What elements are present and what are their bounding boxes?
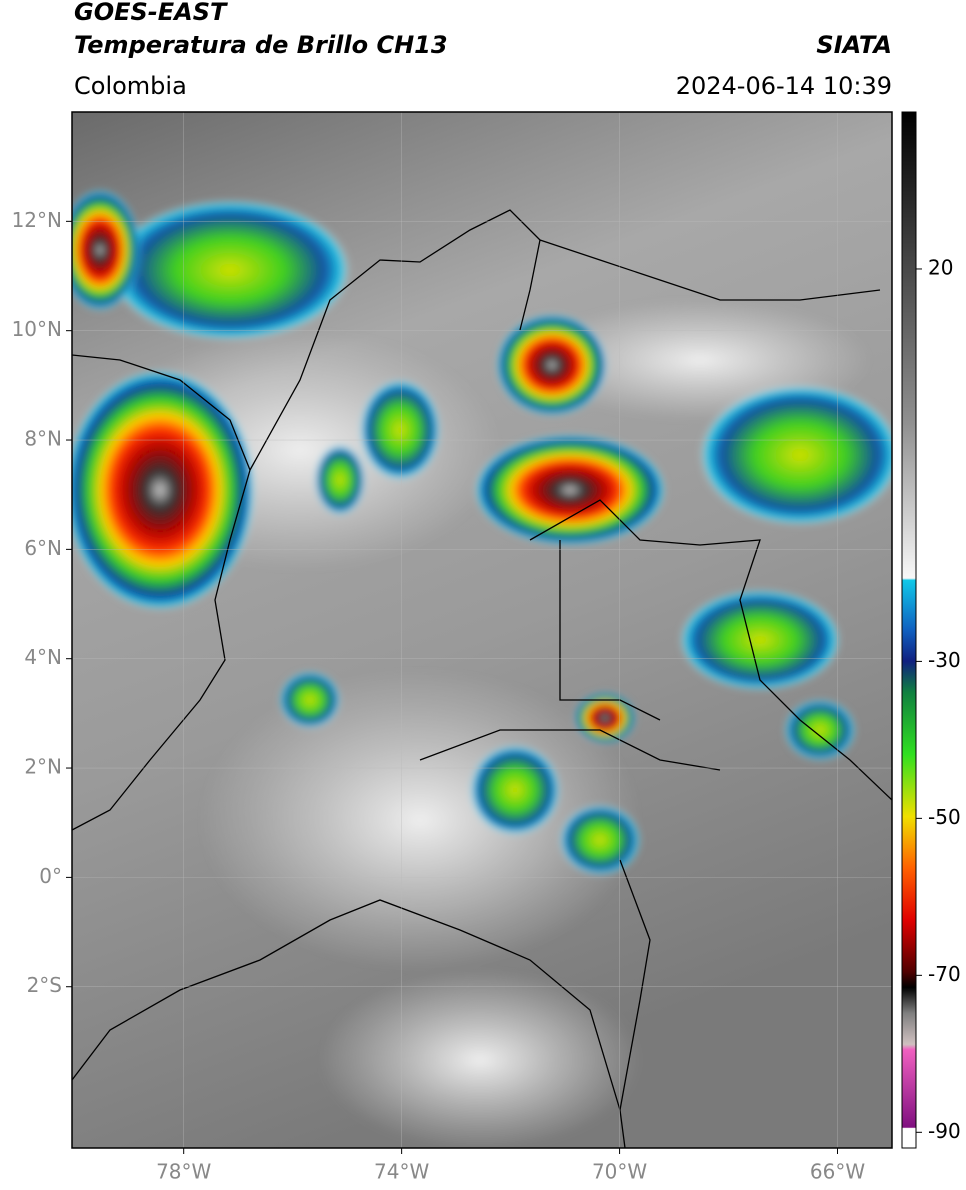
colorbar-tick-label: -90 (928, 1119, 961, 1143)
map-frame (71, 111, 893, 1149)
y-tick-label: 2°N (24, 755, 62, 779)
colorbar-tick-label: -30 (928, 648, 961, 672)
y-tick-label: 6°N (24, 536, 62, 560)
title: GOES-EAST (74, 0, 228, 26)
y-tick-label: 12°N (12, 208, 62, 232)
satellite-image (72, 112, 892, 1148)
x-tick-label: 70°W (592, 1160, 647, 1184)
colorbar-tick-label: 20 (928, 255, 953, 279)
y-tick-label: 8°N (24, 427, 62, 451)
colorbar-tick-label: -70 (928, 962, 961, 986)
source: SIATA (816, 31, 892, 59)
colorbar-tick-label: -50 (928, 805, 961, 829)
datetime: 2024-06-14 10:39 (676, 72, 892, 100)
x-tick-label: 74°W (374, 1160, 429, 1184)
y-tick-label: 2°S (27, 973, 62, 997)
y-tick-label: 0° (39, 864, 62, 888)
x-tick-label: 78°W (156, 1160, 211, 1184)
subtitle: Temperatura de Brillo CH13 (74, 31, 448, 59)
x-tick-label: 66°W (810, 1160, 865, 1184)
y-tick-label: 10°N (12, 317, 62, 341)
region: Colombia (74, 72, 187, 100)
y-tick-label: 4°N (24, 645, 62, 669)
colorbar (901, 111, 917, 1149)
